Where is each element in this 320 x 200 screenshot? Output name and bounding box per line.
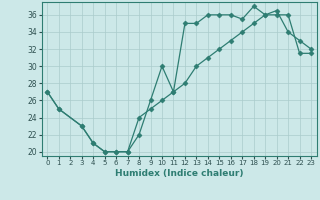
X-axis label: Humidex (Indice chaleur): Humidex (Indice chaleur) bbox=[115, 169, 244, 178]
